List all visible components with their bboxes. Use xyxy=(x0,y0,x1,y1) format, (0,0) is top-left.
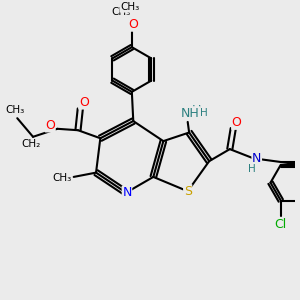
Text: N: N xyxy=(252,152,261,165)
Text: S: S xyxy=(184,185,192,198)
Text: CH₃: CH₃ xyxy=(120,2,139,12)
Text: O: O xyxy=(45,119,55,132)
Text: CH₃: CH₃ xyxy=(5,105,25,115)
Text: H: H xyxy=(192,104,201,117)
Text: H: H xyxy=(248,164,256,174)
Text: N: N xyxy=(122,186,132,199)
Text: CH₃: CH₃ xyxy=(52,173,71,183)
Text: CH₂: CH₂ xyxy=(21,139,40,149)
Text: H: H xyxy=(200,108,208,118)
Text: Cl: Cl xyxy=(275,218,287,231)
Text: NH: NH xyxy=(181,107,200,120)
Text: CH₃: CH₃ xyxy=(111,7,130,16)
Text: O: O xyxy=(128,18,138,31)
Text: O: O xyxy=(79,96,89,109)
Text: O: O xyxy=(232,116,242,129)
